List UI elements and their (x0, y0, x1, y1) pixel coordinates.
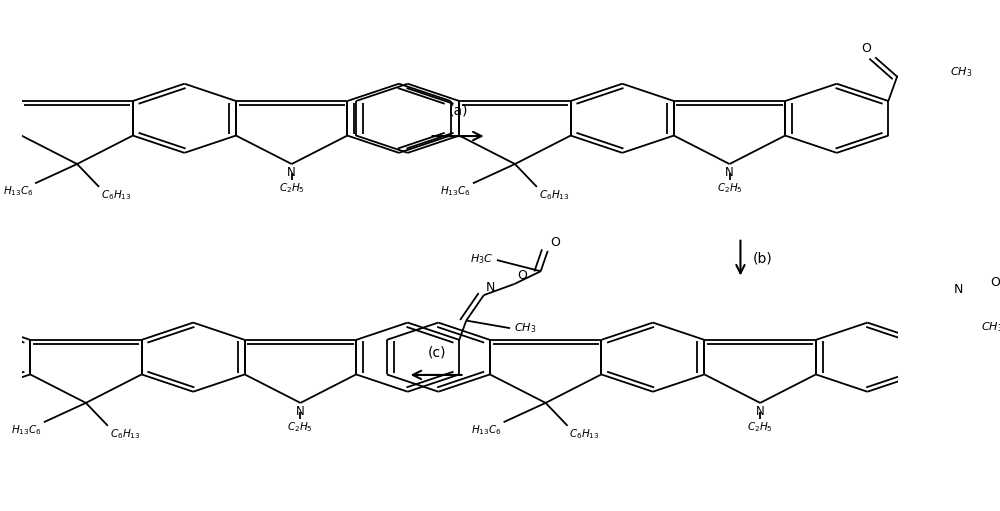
Text: $H_{13}C_6$: $H_{13}C_6$ (471, 423, 502, 437)
Text: OH: OH (990, 275, 1000, 289)
Text: $C_6H_{13}$: $C_6H_{13}$ (101, 188, 131, 202)
Text: $C_2H_5$: $C_2H_5$ (279, 181, 305, 195)
Text: $C_6H_{13}$: $C_6H_{13}$ (110, 427, 140, 440)
Text: (c): (c) (427, 345, 446, 359)
Text: N: N (486, 281, 495, 294)
Text: $C_2H_5$: $C_2H_5$ (287, 420, 313, 434)
Text: $CH_3$: $CH_3$ (981, 320, 1000, 334)
Text: $H_{13}C_6$: $H_{13}C_6$ (3, 184, 33, 198)
Text: $C_6H_{13}$: $C_6H_{13}$ (569, 427, 600, 440)
Text: $CH_3$: $CH_3$ (514, 321, 536, 335)
Text: N: N (725, 166, 734, 179)
Text: O: O (517, 269, 527, 282)
Text: $CH_3$: $CH_3$ (950, 65, 972, 79)
Text: $C_2H_5$: $C_2H_5$ (717, 181, 742, 195)
Text: N: N (954, 283, 963, 296)
Text: $H_3C$: $H_3C$ (470, 252, 493, 266)
Text: $C_2H_5$: $C_2H_5$ (747, 420, 773, 434)
Text: $H_{13}C_6$: $H_{13}C_6$ (11, 423, 42, 437)
Text: N: N (756, 405, 765, 418)
Text: (a): (a) (449, 104, 468, 118)
Text: N: N (296, 405, 305, 418)
Text: N: N (287, 166, 296, 179)
Text: (b): (b) (752, 251, 772, 265)
Text: $C_6H_{13}$: $C_6H_{13}$ (539, 188, 569, 202)
Text: O: O (550, 237, 560, 249)
Text: $H_{13}C_6$: $H_{13}C_6$ (440, 184, 471, 198)
Text: O: O (861, 42, 871, 55)
